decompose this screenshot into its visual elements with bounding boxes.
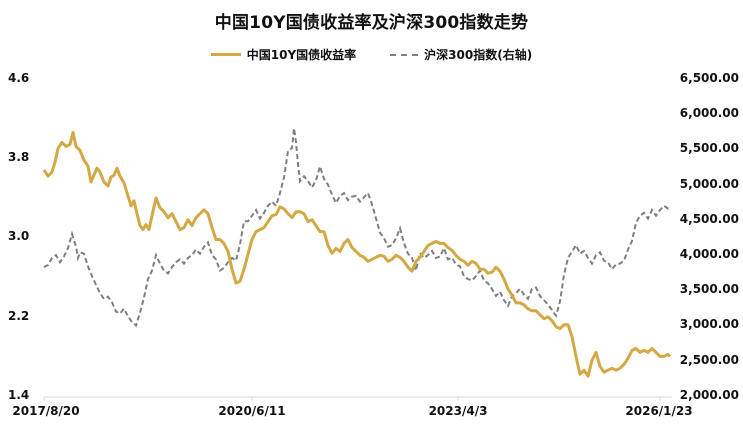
x-axis-tick: 2023/4/3 [428, 404, 488, 418]
legend-item-csi300: 沪深300指数(右轴) [390, 46, 532, 63]
left-axis-tick: 2.2 [8, 309, 30, 323]
right-axis-tick: 6,000.00 [679, 106, 739, 120]
legend-label-bond-yield: 中国10Y国债收益率 [246, 48, 357, 62]
x-axis-tick: 2020/6/11 [218, 404, 286, 418]
x-axis-tick: 2026/1/23 [625, 404, 693, 418]
right-axis-tick: 3,000.00 [679, 317, 739, 331]
right-axis-tick: 5,000.00 [679, 177, 739, 191]
right-axis-tick: 2,000.00 [679, 388, 739, 402]
right-axis-tick: 2,500.00 [679, 353, 739, 367]
dashed-line-swatch-icon [390, 53, 419, 56]
x-axis-tick: 2017/8/20 [12, 404, 80, 418]
left-axis-tick: 4.6 [8, 71, 30, 85]
chart-title: 中国10Y国债收益率及沪深300指数走势 [214, 13, 529, 33]
csi300-series-line [43, 128, 671, 328]
bond-yield-series-line [42, 131, 672, 378]
legend-item-bond-yield: 中国10Y国债收益率 [210, 46, 357, 63]
right-axis-tick: 4,500.00 [679, 212, 739, 226]
solid-line-swatch-icon [210, 53, 241, 56]
right-axis-tick: 4,000.00 [679, 247, 739, 261]
chart-legend: 中国10Y国债收益率 沪深300指数(右轴) [0, 46, 743, 63]
legend-label-csi300: 沪深300指数(右轴) [424, 48, 533, 62]
right-axis-tick: 6,500.00 [679, 71, 739, 85]
left-axis-tick: 3.0 [8, 229, 30, 243]
left-axis-tick: 3.8 [8, 150, 30, 164]
right-axis-tick: 3,500.00 [679, 282, 739, 296]
left-axis-tick: 1.4 [8, 388, 30, 402]
right-axis-tick: 5,500.00 [679, 141, 739, 155]
